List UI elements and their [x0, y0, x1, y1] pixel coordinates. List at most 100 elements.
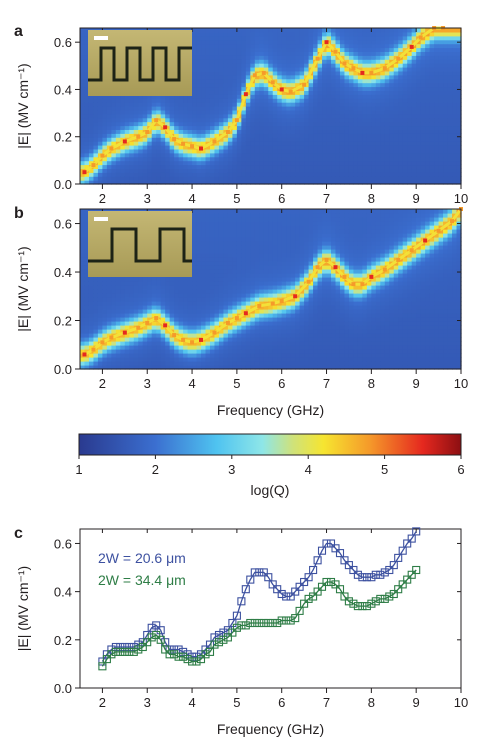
heatmap-cell	[344, 51, 350, 56]
heatmap-cell	[169, 168, 175, 173]
heatmap-cell	[281, 125, 287, 130]
heatmap-cell	[375, 125, 381, 130]
heatmap-cell	[308, 156, 314, 162]
heatmap-cell	[80, 213, 86, 218]
heatmap-cell	[192, 106, 198, 111]
heatmap-cell	[313, 86, 319, 91]
heatmap-cell	[165, 117, 171, 123]
heatmap-cell	[245, 265, 251, 270]
heatmap-cell	[192, 233, 198, 238]
heatmap-cell	[272, 86, 278, 91]
heatmap-cell	[263, 63, 269, 68]
heatmap-cell	[375, 137, 381, 142]
heatmap-cell	[174, 156, 180, 162]
heatmap-cell	[447, 152, 453, 158]
heatmap-cell	[196, 109, 202, 115]
heatmap-cell	[254, 31, 260, 37]
heatmap-cell	[452, 90, 458, 95]
heatmap-cell	[281, 133, 287, 138]
heatmap-cell	[84, 289, 90, 294]
heatmap-cell	[174, 141, 180, 146]
heatmap-cell	[322, 63, 328, 68]
heatmap-cell	[295, 152, 301, 158]
heatmap-cell	[192, 148, 198, 154]
heatmap-cell	[223, 237, 229, 242]
heatmap-cell	[93, 117, 99, 123]
heatmap-cell	[80, 125, 86, 130]
heatmap-cell	[344, 55, 350, 60]
heatmap-cell	[420, 160, 426, 166]
heatmap-cell	[308, 121, 314, 127]
heatmap-cell	[84, 152, 90, 158]
heatmap-cell	[133, 337, 139, 342]
heatmap-cell	[339, 86, 346, 91]
heatmap-cell	[429, 98, 435, 103]
heatmap-cell	[192, 349, 198, 354]
heatmap-cell	[93, 168, 99, 173]
heatmap-cell	[380, 152, 386, 158]
heatmap-cell	[398, 35, 404, 41]
heatmap-cell	[156, 141, 162, 146]
heatmap-cell	[371, 102, 377, 107]
heatmap-cell	[88, 341, 95, 346]
heatmap-cell	[93, 285, 99, 290]
ridge-point	[382, 66, 387, 71]
heatmap-cell	[138, 137, 144, 142]
heatmap-cell	[187, 301, 193, 306]
heatmap-cell	[366, 51, 372, 56]
heatmap-cell	[205, 225, 211, 230]
heatmap-cell	[205, 172, 211, 177]
heatmap-cell	[295, 145, 301, 150]
heatmap-cell	[380, 141, 386, 146]
heatmap-cell	[138, 121, 144, 127]
heatmap-cell	[331, 137, 337, 142]
heatmap-cell	[84, 31, 90, 37]
heatmap-cell	[115, 361, 121, 366]
heatmap-cell	[411, 86, 417, 91]
heatmap-cell	[299, 94, 305, 99]
heatmap-cell	[304, 39, 310, 45]
heatmap-cell	[120, 341, 126, 346]
heatmap-cell	[339, 94, 346, 99]
heatmap-cell	[411, 67, 417, 72]
heatmap-cell	[156, 277, 162, 282]
heatmap-cell	[84, 98, 90, 103]
heatmap-cell	[371, 121, 377, 127]
heatmap-cell	[174, 106, 180, 111]
heatmap-cell	[429, 74, 435, 80]
heatmap-cell	[151, 361, 157, 366]
heatmap-cell	[227, 281, 233, 286]
heatmap-cell	[389, 156, 395, 162]
heatmap-cell	[84, 237, 90, 242]
heatmap-cell	[362, 78, 368, 84]
heatmap-cell	[407, 129, 413, 134]
heatmap-cell	[263, 78, 269, 84]
heatmap-cell	[124, 345, 130, 350]
heatmap-cell	[205, 67, 211, 72]
heatmap-cell	[209, 353, 216, 358]
heatmap-cell	[245, 164, 251, 169]
heatmap-cell	[192, 28, 198, 33]
heatmap-cell	[97, 337, 104, 342]
heatmap-cell	[165, 365, 171, 370]
heatmap-cell	[205, 305, 211, 310]
heatmap-cell	[331, 82, 337, 88]
heatmap-cell	[245, 301, 251, 306]
heatmap-cell	[245, 137, 251, 142]
heatmap-cell	[133, 333, 139, 338]
heatmap-cell	[192, 176, 198, 181]
heatmap-cell	[344, 156, 350, 162]
heatmap-cell	[147, 285, 153, 290]
heatmap-cell	[263, 137, 269, 142]
heatmap-cell	[214, 121, 220, 127]
heatmap-cell	[201, 74, 207, 80]
heatmap-cell	[151, 125, 157, 130]
heatmap-cell	[106, 117, 112, 123]
heatmap-cell	[447, 109, 453, 115]
heatmap-cell	[420, 51, 426, 56]
heatmap-cell	[241, 148, 247, 154]
heatmap-cell	[120, 156, 126, 162]
heatmap-cell	[214, 325, 220, 330]
heatmap-cell	[124, 313, 130, 318]
heatmap-cell	[106, 156, 112, 162]
